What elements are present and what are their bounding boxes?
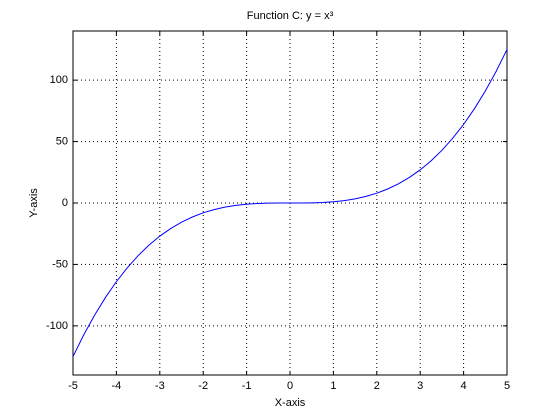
x-axis-label: X-axis xyxy=(275,397,306,409)
y-tick-label: 100 xyxy=(50,74,68,86)
chart-title: Function C: y = x³ xyxy=(247,10,334,22)
y-tick-label: -50 xyxy=(52,258,68,270)
x-tick-label: 2 xyxy=(374,380,380,392)
x-tick-label: 4 xyxy=(461,380,467,392)
x-tick-label: -2 xyxy=(198,380,208,392)
x-tick-label: 3 xyxy=(417,380,423,392)
x-tick-label: 0 xyxy=(287,380,293,392)
axes-box xyxy=(72,30,508,376)
x-tick-label: -4 xyxy=(112,380,122,392)
y-tick-label: -100 xyxy=(46,320,68,332)
y-axis-label: Y-axis xyxy=(28,188,40,218)
line-series xyxy=(72,49,508,357)
y-tick-label: 50 xyxy=(56,135,68,147)
x-tick-label: -1 xyxy=(242,380,252,392)
x-tick-label: 1 xyxy=(330,380,336,392)
y-tick-label: 0 xyxy=(62,197,68,209)
x-tick-label: 5 xyxy=(504,380,510,392)
x-tick-label: -3 xyxy=(155,380,165,392)
x-tick-label: -5 xyxy=(68,380,78,392)
